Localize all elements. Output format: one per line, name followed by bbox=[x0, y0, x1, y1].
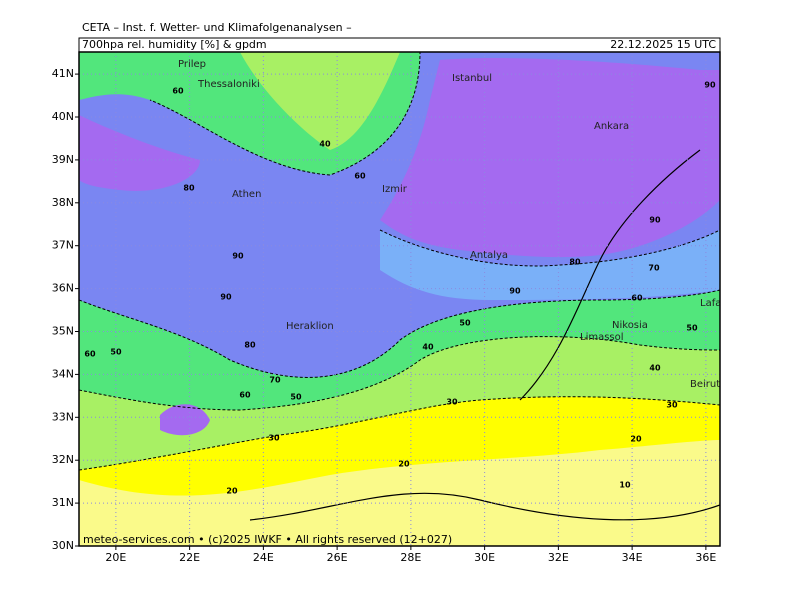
lon-tick-label: 28E bbox=[400, 551, 421, 564]
city-label: Beirut bbox=[690, 379, 720, 390]
contour-label: 80 bbox=[183, 184, 195, 193]
contour-label: 80 bbox=[244, 341, 256, 350]
header-title: CETA – Inst. f. Wetter- und Klimafolgena… bbox=[82, 21, 352, 34]
contour-label: 20 bbox=[398, 460, 410, 469]
city-label: Izmir bbox=[382, 184, 408, 195]
band-lightgreen bbox=[240, 52, 400, 150]
city-label: Antalya bbox=[470, 250, 508, 261]
lat-tick-label: 31N bbox=[52, 496, 74, 509]
contour-label: 70 bbox=[648, 264, 660, 273]
map-frame bbox=[78, 51, 721, 547]
contour-label: 90 bbox=[232, 252, 244, 261]
lon-tick-label: 34E bbox=[622, 551, 643, 564]
map-area: Istanbul Ankara Thessaloniki Prilep Izmir Ath… bbox=[79, 52, 736, 546]
band-paleyellow bbox=[79, 440, 720, 546]
contour-label: 60 bbox=[631, 294, 643, 303]
contour bbox=[379, 229, 720, 267]
contour-label: 60 bbox=[239, 391, 251, 400]
lon-tick-label: 30E bbox=[474, 551, 495, 564]
band-lightblue bbox=[380, 230, 720, 300]
contour-label: 70 bbox=[269, 376, 281, 385]
contour-label: 30 bbox=[446, 398, 458, 407]
contour-label: 30 bbox=[268, 434, 280, 443]
lon-tick-label: 24E bbox=[253, 551, 274, 564]
footer: meteo-services.com • (c)2025 IWKF • All … bbox=[83, 533, 452, 546]
field-label: 700hpa rel. humidity [%] & gpdm bbox=[82, 38, 267, 51]
valid-time: 22.12.2025 15 UTC bbox=[610, 38, 716, 51]
lat-tick-label: 41N bbox=[52, 67, 74, 80]
lat-tick-label: 32N bbox=[52, 453, 74, 466]
lon-tick-label: 20E bbox=[105, 551, 126, 564]
contour-label: 40 bbox=[319, 140, 331, 149]
geopotential-line bbox=[519, 149, 701, 401]
city-label: Ankara bbox=[594, 121, 629, 132]
city-label: Heraklion bbox=[286, 321, 334, 332]
contour-label: 80 bbox=[569, 258, 581, 267]
city-label: Prilep bbox=[178, 59, 206, 70]
band-purple bbox=[79, 115, 200, 191]
contour bbox=[79, 336, 720, 411]
lat-tick-label: 34N bbox=[52, 367, 74, 380]
lon-tick-label: 36E bbox=[695, 551, 716, 564]
contour-label: 60 bbox=[172, 87, 184, 96]
contour-label: 60 bbox=[354, 172, 366, 181]
contour-label: 90 bbox=[509, 287, 521, 296]
contour-label: 40 bbox=[422, 343, 434, 352]
lat-tick-label: 38N bbox=[52, 196, 74, 209]
city-label: Istanbul bbox=[452, 73, 492, 84]
band-purple bbox=[160, 404, 210, 436]
contour-label: 10 bbox=[619, 481, 631, 490]
lat-tick-label: 37N bbox=[52, 239, 74, 252]
lat-tick-label: 35N bbox=[52, 325, 74, 338]
contour bbox=[79, 52, 421, 176]
contour-label: 50 bbox=[110, 348, 122, 357]
lon-tick-label: 26E bbox=[327, 551, 348, 564]
contour-label: 90 bbox=[649, 216, 661, 225]
lon-tick-label: 32E bbox=[548, 551, 569, 564]
band-purple bbox=[380, 58, 720, 258]
lat-tick-label: 40N bbox=[52, 110, 74, 123]
contour-label: 60 bbox=[84, 350, 96, 359]
contour-label: 20 bbox=[226, 487, 238, 496]
lat-tick-label: 33N bbox=[52, 410, 74, 423]
contour-label: 30 bbox=[666, 401, 678, 410]
contour bbox=[79, 396, 720, 471]
lat-tick-label: 30N bbox=[52, 539, 74, 552]
city-label: Limassol bbox=[580, 332, 624, 343]
contour-label: 90 bbox=[220, 293, 232, 302]
contour-label: 90 bbox=[704, 81, 716, 90]
city-label: Lafakia bbox=[700, 298, 736, 309]
contour bbox=[79, 289, 720, 378]
city-label: Nikosia bbox=[612, 320, 648, 331]
city-label: Athen bbox=[232, 189, 261, 200]
geopotential-line bbox=[249, 492, 720, 521]
contour-label: 20 bbox=[630, 435, 642, 444]
lon-tick-label: 22E bbox=[179, 551, 200, 564]
lat-tick-label: 39N bbox=[52, 153, 74, 166]
contour-label: 40 bbox=[649, 364, 661, 373]
lat-tick-label: 36N bbox=[52, 282, 74, 295]
contour-label: 50 bbox=[290, 393, 302, 402]
city-label: Thessaloniki bbox=[197, 79, 260, 90]
contour-label: 50 bbox=[459, 319, 471, 328]
contour-label: 50 bbox=[686, 324, 698, 333]
